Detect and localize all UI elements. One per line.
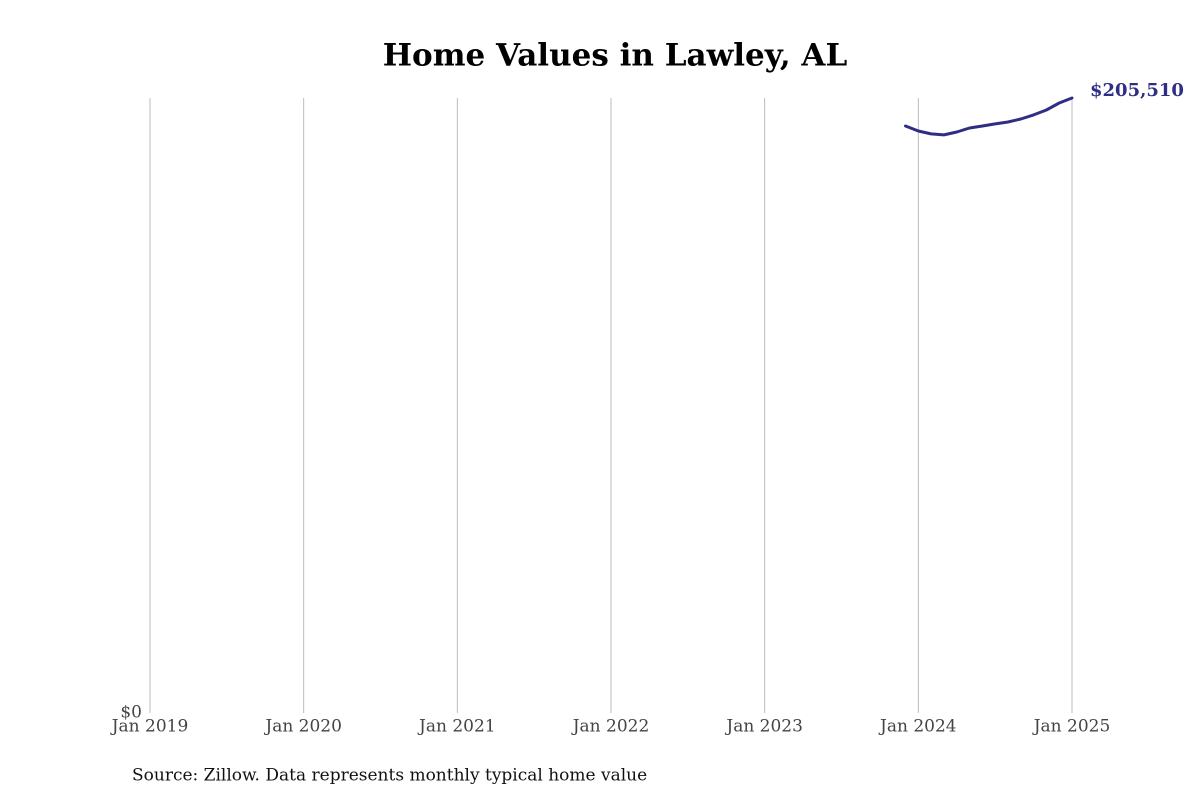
value-line bbox=[904, 96, 1074, 137]
x-tick-label: Jan 2019 bbox=[110, 717, 189, 737]
x-tick-label: Jan 2025 bbox=[1032, 717, 1111, 737]
y-tick-label: $0 bbox=[120, 703, 142, 723]
chart-title: Home Values in Lawley, AL bbox=[383, 38, 848, 74]
x-tick-label: Jan 2020 bbox=[263, 717, 342, 737]
x-tick-label: Jan 2023 bbox=[724, 717, 803, 737]
x-tick-label: Jan 2024 bbox=[878, 717, 957, 737]
end-value-label: $205,510 bbox=[1090, 80, 1184, 101]
x-tick-label: Jan 2022 bbox=[571, 717, 650, 737]
x-tick-label: Jan 2021 bbox=[417, 717, 496, 737]
source-note: Source: Zillow. Data represents monthly … bbox=[132, 766, 647, 786]
